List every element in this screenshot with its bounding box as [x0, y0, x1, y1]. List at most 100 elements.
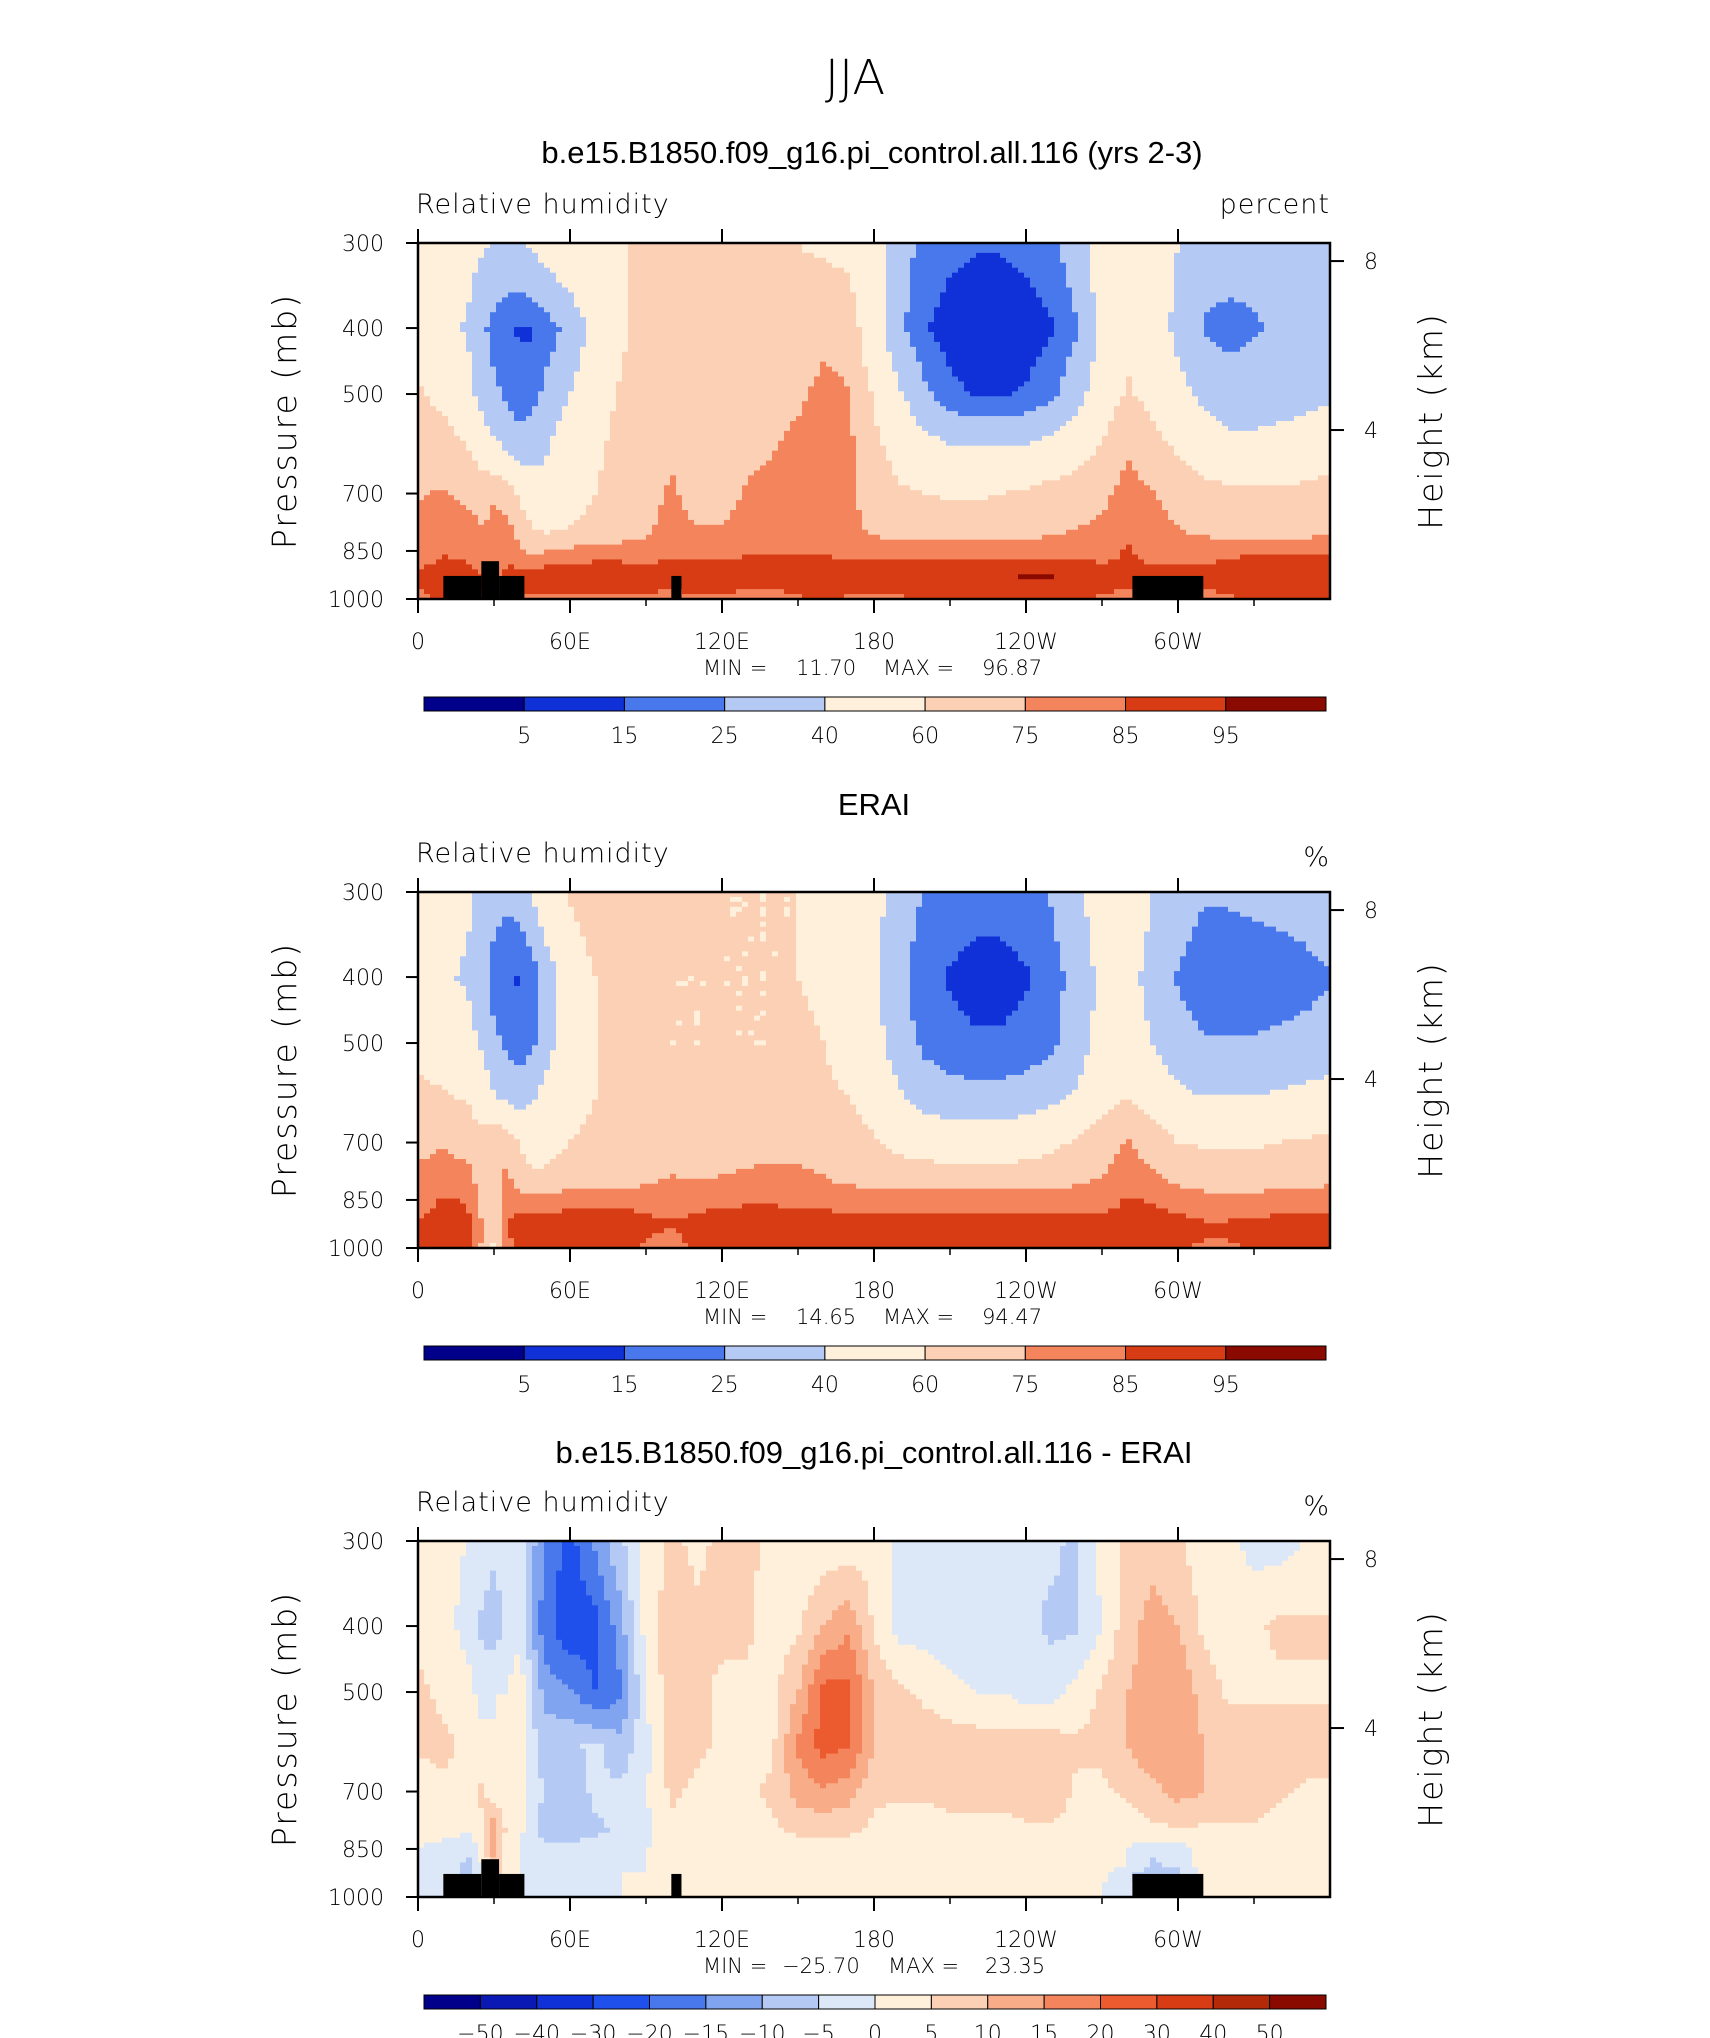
- field-cell: [886, 1664, 947, 1671]
- field-cell: [760, 892, 767, 898]
- field-cell: [706, 1555, 761, 1562]
- field-cell: [1078, 1570, 1097, 1577]
- field-cell: [754, 1620, 803, 1626]
- field-cell: [1054, 931, 1091, 938]
- field-cell: [538, 995, 557, 1002]
- field-cell: [532, 1674, 539, 1681]
- field-cell: [910, 1015, 971, 1022]
- field-cell: [856, 450, 887, 457]
- field-cell: [640, 1595, 659, 1601]
- field-cell: [1066, 282, 1091, 289]
- field-cell: [598, 1045, 827, 1051]
- field-cell: [544, 936, 587, 943]
- field-cell: [628, 1565, 641, 1572]
- field-cell: [754, 936, 761, 943]
- field-cell: [1168, 1178, 1331, 1185]
- field-cell: [784, 435, 857, 442]
- field-cell: [418, 267, 479, 274]
- field-cell: [754, 1580, 821, 1587]
- field-cell: [436, 1763, 449, 1770]
- field-cell: [808, 1595, 869, 1601]
- field-cell: [508, 1684, 527, 1690]
- field-cell: [850, 416, 875, 422]
- field-cell: [628, 252, 815, 259]
- field-cell: [1276, 421, 1331, 427]
- field-cell: [1174, 267, 1331, 274]
- field-cell: [664, 1719, 713, 1725]
- field-cell: [538, 1610, 557, 1616]
- field-cell: [910, 966, 947, 972]
- field-cell: [862, 1639, 875, 1646]
- field-cell: [1180, 247, 1331, 254]
- field-cell: [952, 990, 1025, 997]
- field-cell: [1180, 1183, 1325, 1190]
- colorbar-label: 95: [1212, 1373, 1240, 1398]
- field-cell: [796, 906, 887, 913]
- field-cell: [1054, 1817, 1151, 1824]
- field-cell: [832, 1808, 875, 1814]
- field-cell: [1294, 1550, 1331, 1557]
- field-cell: [1060, 1555, 1079, 1562]
- field-cell: [472, 896, 533, 903]
- field-cell: [1072, 297, 1097, 303]
- field-cell: [502, 1218, 509, 1224]
- field-cell: [460, 1580, 491, 1587]
- field-cell: [598, 1654, 617, 1661]
- field-cell: [610, 1827, 653, 1834]
- field-cell: [778, 1822, 869, 1829]
- field-cell: [1198, 1630, 1271, 1636]
- field-cell: [1090, 381, 1127, 387]
- field-cell: [658, 589, 683, 595]
- field-cell: [796, 1832, 851, 1839]
- field-cell: [1240, 346, 1331, 353]
- field-cell: [454, 1743, 527, 1750]
- field-cell: [610, 1615, 623, 1621]
- field-cell: [1120, 475, 1139, 481]
- field-cell: [874, 1738, 1127, 1745]
- field-cell: [1006, 1074, 1079, 1081]
- field-cell: [634, 1719, 647, 1725]
- field-cell: [802, 1714, 821, 1720]
- field-cell: [520, 1837, 545, 1844]
- field-cell: [1132, 1753, 1205, 1760]
- field-cell: [676, 475, 749, 481]
- field-cell: [760, 1783, 791, 1789]
- field-cell: [880, 941, 911, 947]
- field-cell: [1240, 1541, 1301, 1547]
- field-cell: [520, 336, 533, 343]
- field-cell: [1180, 966, 1331, 972]
- field-cell: [970, 1684, 1067, 1690]
- field-cell: [550, 1055, 599, 1061]
- field-cell: [586, 1664, 599, 1671]
- field-cell: [424, 391, 473, 397]
- field-cell: [1078, 1595, 1103, 1601]
- field-cell: [526, 1728, 539, 1735]
- field-cell: [1192, 926, 1277, 933]
- colorbar-box: [824, 696, 926, 712]
- field-cell: [538, 911, 575, 918]
- field-cell: [1084, 1723, 1127, 1730]
- field-cell: [940, 302, 1043, 308]
- field-cell: [418, 1005, 473, 1012]
- field-cell: [856, 317, 887, 323]
- field-cell: [532, 1099, 593, 1106]
- field-cell: [856, 1763, 869, 1770]
- field-cell: [1054, 916, 1091, 923]
- field-cell: [1198, 1615, 1277, 1621]
- field-cell: [664, 495, 683, 501]
- field-cell: [424, 1842, 479, 1849]
- field-cell: [418, 460, 479, 467]
- field-cell: [526, 1674, 533, 1681]
- field-cell: [682, 1238, 1205, 1244]
- field-cell: [1312, 1005, 1331, 1012]
- field-cell: [496, 1704, 527, 1710]
- field-cell: [646, 534, 881, 541]
- field-cell: [844, 594, 905, 600]
- field-cell: [754, 1570, 827, 1577]
- field-cell: [622, 1877, 1109, 1883]
- field-cell: [1096, 976, 1139, 982]
- field-cell: [472, 916, 503, 923]
- field-cell: [1120, 401, 1145, 407]
- field-cell: [1102, 1620, 1121, 1626]
